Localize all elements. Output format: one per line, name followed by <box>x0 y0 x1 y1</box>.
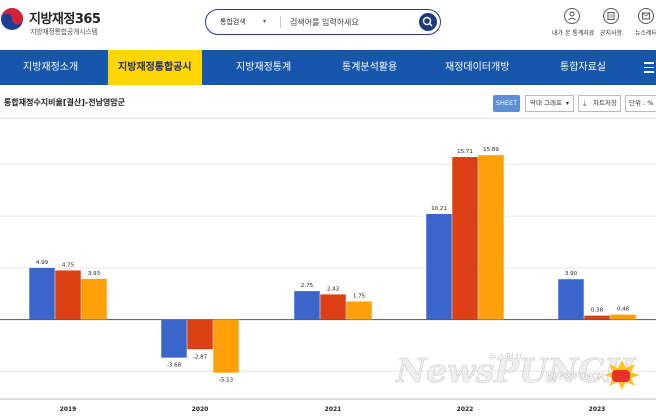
chevron-down-icon: ▾ <box>565 100 569 107</box>
search-bar: 통합검색 ▾ <box>205 9 441 35</box>
site-subtitle: 지방재정통합공개시스템 <box>30 28 98 36</box>
site-header: 지방재정365 지방재정통합공개시스템 통합검색 ▾ 내가 본 통계자료 <box>0 0 656 50</box>
data-label: 0.38 <box>591 308 604 314</box>
save-chart-label: 차트저장 <box>593 99 617 107</box>
nav-item-disclosure[interactable]: 지방재정통합공시 <box>108 50 202 85</box>
page-title: 통합재정수지비율[결산]-전남영암군 <box>4 98 126 107</box>
bar-2022-s2[interactable] <box>452 157 478 320</box>
chart-toolbar: 통합재정수지비율[결산]-전남영암군 SHEET 막대 그래프 ▾ ⤓ 차트저장… <box>0 89 656 119</box>
bar-2023-s2[interactable] <box>584 315 610 320</box>
data-label: 15.89 <box>483 147 499 153</box>
chart-type-value: 막대 그래프 <box>530 99 562 107</box>
data-label: 3.93 <box>88 271 101 277</box>
x-tick-label: 2020 <box>192 406 209 413</box>
data-label: -2.87 <box>193 354 208 360</box>
site-title[interactable]: 지방재정365 <box>29 12 101 27</box>
nav-item-archive[interactable]: 통합자료실 <box>560 62 606 73</box>
data-label: 2.75 <box>301 283 314 289</box>
x-tick-label: 2022 <box>457 406 474 413</box>
search-icon <box>422 16 433 27</box>
hamburger-menu-icon[interactable] <box>644 62 654 76</box>
bar-2021-s2[interactable] <box>320 294 346 320</box>
bar-2022-s1[interactable] <box>426 213 452 320</box>
x-tick-label: 2019 <box>60 406 77 413</box>
bar-2021-s1[interactable] <box>294 291 320 320</box>
nav-item-statistics[interactable]: 지방재정통계 <box>236 62 292 73</box>
data-label: 3.90 <box>565 271 578 277</box>
x-tick-label: 2023 <box>589 406 606 413</box>
data-label: 0.48 <box>617 307 630 313</box>
data-label: 1.75 <box>353 293 366 299</box>
notice-label: 공지사항 <box>599 30 623 37</box>
search-type-select[interactable]: 통합검색 <box>220 18 246 26</box>
data-label: 2.43 <box>327 286 340 292</box>
watermark-text: NewsPUNCH <box>395 351 637 390</box>
bar-chart: 4.99 4.75 3.93 2019 -3.68 -2.87 -5.13 2020 2.75 2… <box>0 147 656 413</box>
bar-2023-s3[interactable] <box>610 314 636 320</box>
save-chart-button[interactable]: ⤓ 차트저장 <box>578 95 621 112</box>
data-label: 4.75 <box>62 262 75 268</box>
taegeuk-logo-icon[interactable] <box>0 7 24 31</box>
recent-stats-link[interactable]: 내가 본 통계자료 <box>552 8 595 37</box>
chevron-down-icon: ▾ <box>263 18 267 25</box>
data-label: -5.13 <box>219 378 234 384</box>
nav-item-intro[interactable]: 지방재정소개 <box>23 62 79 73</box>
x-tick-label: 2021 <box>325 406 342 413</box>
newsletter-link[interactable]: 뉴스레터 <box>626 8 656 37</box>
notice-link[interactable]: 공지사항 <box>591 8 631 37</box>
chart-type-select[interactable]: 막대 그래프 ▾ <box>525 95 574 112</box>
nav-item-analysis[interactable]: 통계분석활용 <box>342 62 398 73</box>
bar-2020-s3[interactable] <box>213 319 239 373</box>
newsletter-icon <box>638 8 654 24</box>
data-label: 15.71 <box>457 149 473 155</box>
notice-icon <box>603 8 619 24</box>
bar-2019-s1[interactable] <box>29 267 55 320</box>
newsletter-label: 뉴스레터 <box>634 30 656 37</box>
bar-2020-s2[interactable] <box>187 319 213 350</box>
main-nav: 지방재정소개 지방재정통합공시 지방재정통계 통계분석활용 재정데이터개방 통합… <box>0 50 656 85</box>
data-label: 4.99 <box>36 260 49 266</box>
bar-2019-s3[interactable] <box>81 278 107 320</box>
data-label: -3.68 <box>167 363 182 369</box>
bar-2022-s3[interactable] <box>478 155 504 320</box>
data-label: 10.21 <box>431 206 447 212</box>
newspunch-watermark: 뉴스펀치 NewsPUNCH NEWSPUNCH <box>395 351 640 390</box>
watermark-badge-text: NEWSPUNCH <box>546 372 604 381</box>
punch-fist-icon <box>604 360 640 390</box>
sheet-button[interactable]: SHEET <box>493 95 520 112</box>
recent-stats-label: 내가 본 통계자료 <box>552 30 595 37</box>
user-icon <box>564 8 580 24</box>
download-icon: ⤓ <box>583 99 587 108</box>
search-button[interactable] <box>419 13 437 31</box>
bar-2023-s1[interactable] <box>558 279 584 320</box>
bar-2021-s3[interactable] <box>346 301 372 320</box>
nav-item-open-data[interactable]: 재정데이터개방 <box>445 62 510 73</box>
search-divider <box>280 16 281 28</box>
unit-select[interactable]: 단위 : % <box>625 95 656 112</box>
watermark-small-text: 뉴스펀치 <box>488 352 522 363</box>
search-input[interactable] <box>290 14 410 30</box>
bar-2020-s1[interactable] <box>161 319 187 358</box>
bar-2019-s2[interactable] <box>55 270 81 320</box>
